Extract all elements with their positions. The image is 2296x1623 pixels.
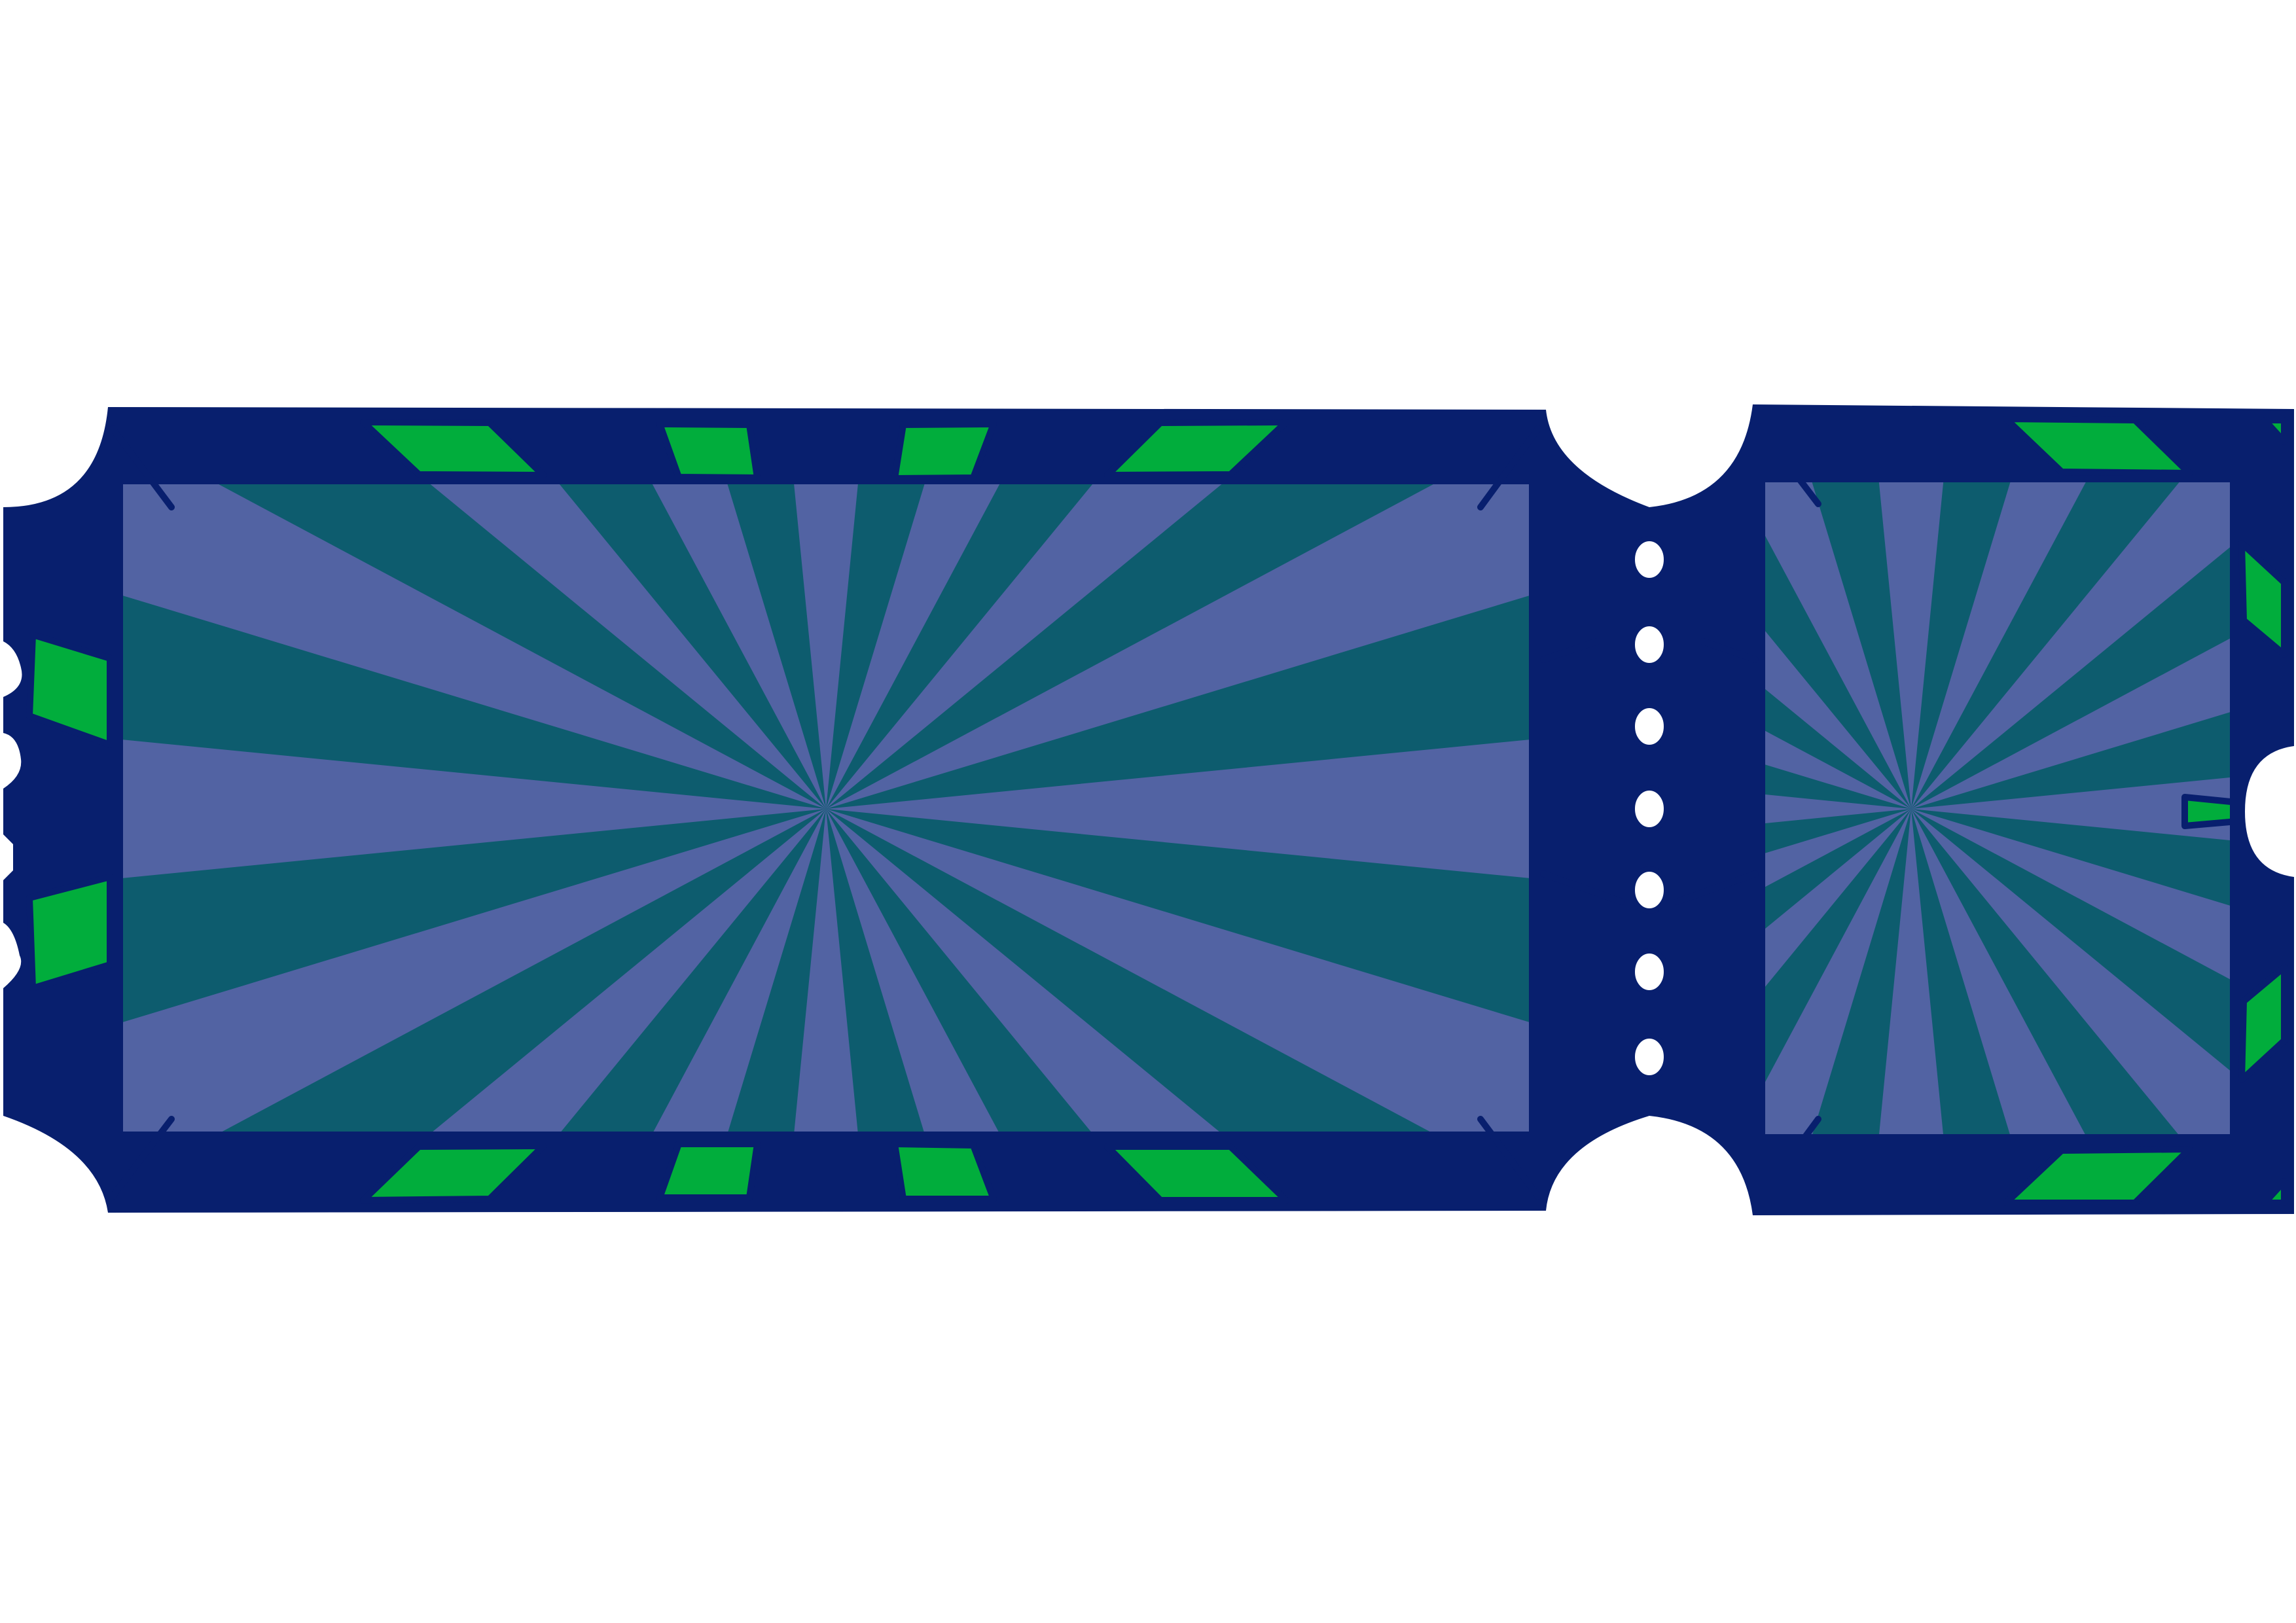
green-accent bbox=[109, 1116, 175, 1200]
starburst-ray bbox=[1911, 479, 2233, 809]
starburst-ray bbox=[826, 809, 1532, 1135]
starburst-ray bbox=[426, 481, 826, 809]
perforation-hole bbox=[1630, 621, 1669, 668]
starburst-ray bbox=[1911, 479, 2088, 809]
green-accent bbox=[2003, 1146, 2193, 1206]
perforation-hole bbox=[1630, 866, 1669, 914]
green-accent bbox=[2181, 794, 2240, 829]
green-accent bbox=[2238, 540, 2287, 658]
green-accent bbox=[1540, 638, 1600, 663]
green-accent bbox=[360, 1143, 547, 1204]
starburst-ray bbox=[1762, 809, 1911, 1137]
starburst-ray bbox=[1911, 777, 2233, 841]
green-accent-shapes bbox=[26, 416, 2287, 1206]
stub-rays bbox=[1762, 479, 2233, 1137]
starburst-ray bbox=[120, 739, 826, 879]
green-accent bbox=[891, 1141, 997, 1202]
green-accent bbox=[1477, 425, 1541, 510]
starburst-ray bbox=[793, 481, 859, 809]
green-accent bbox=[1104, 1143, 1289, 1204]
green-accent bbox=[1477, 1116, 1541, 1200]
starburst-ray bbox=[826, 809, 1223, 1135]
starburst-ray bbox=[1878, 809, 1944, 1137]
green-accent bbox=[360, 419, 547, 478]
starburst-ray bbox=[1762, 729, 1911, 809]
perforation-hole bbox=[1630, 948, 1669, 995]
green-accent bbox=[26, 874, 113, 991]
starburst-ray bbox=[651, 481, 826, 809]
starburst-ray bbox=[1911, 809, 2233, 981]
starburst-ray bbox=[1911, 809, 2233, 1137]
green-accent bbox=[891, 421, 997, 482]
starburst-ray bbox=[1762, 479, 1911, 809]
green-accent bbox=[656, 421, 761, 481]
perforation-hole bbox=[1630, 785, 1669, 832]
starburst-ray bbox=[1911, 637, 2233, 809]
green-accent bbox=[1700, 638, 1759, 663]
green-accent bbox=[2003, 416, 2193, 476]
green-accent bbox=[1540, 870, 1625, 905]
green-accent bbox=[1756, 423, 1821, 507]
green-accent bbox=[2238, 964, 2287, 1083]
starburst-ray bbox=[826, 481, 1532, 809]
starburst-ray bbox=[1762, 627, 1911, 809]
starburst-ray bbox=[1762, 809, 1911, 991]
starburst-ray bbox=[793, 809, 859, 1135]
main-panel bbox=[120, 481, 1532, 1135]
starburst-ray bbox=[651, 809, 826, 1135]
perforation-hole bbox=[1630, 703, 1669, 750]
starburst-ray bbox=[120, 809, 826, 1135]
stub-panel bbox=[1762, 479, 2233, 1137]
starburst-ray bbox=[826, 481, 1001, 809]
starburst-ray bbox=[1911, 809, 2087, 1137]
green-accent bbox=[1756, 1116, 1821, 1202]
green-accent bbox=[26, 632, 113, 748]
perforation-hole bbox=[1630, 1033, 1669, 1080]
green-accent bbox=[1104, 419, 1289, 478]
starburst-ray bbox=[1878, 479, 1944, 809]
starburst-ray bbox=[826, 739, 1532, 879]
starburst-ray bbox=[826, 809, 1001, 1135]
green-accent bbox=[109, 425, 175, 510]
perforation-hole bbox=[1630, 536, 1669, 583]
starburst-ray bbox=[120, 481, 826, 809]
starburst-ray bbox=[826, 481, 1226, 809]
green-accent bbox=[2261, 1178, 2287, 1206]
green-accent bbox=[656, 1141, 761, 1201]
green-accent bbox=[1674, 870, 1759, 905]
starburst-ray bbox=[1762, 794, 1911, 824]
perforation bbox=[1630, 536, 1669, 1080]
starburst-ray bbox=[1762, 809, 1911, 889]
starburst-ray bbox=[429, 809, 826, 1135]
starburst-rays bbox=[120, 481, 1532, 1135]
green-accent bbox=[2261, 417, 2287, 445]
